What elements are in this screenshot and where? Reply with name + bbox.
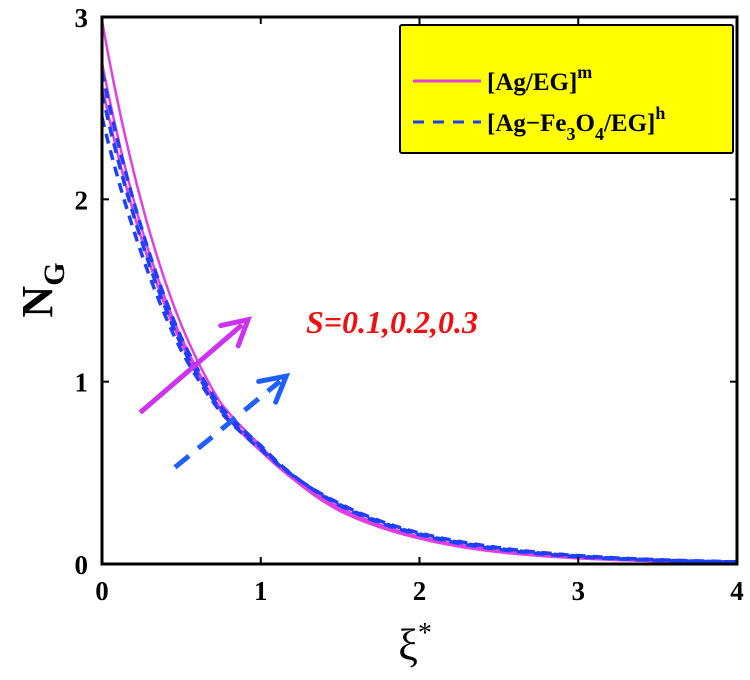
legend: [Ag/EG]m [Ag−Fe3O4/EG]h — [399, 24, 734, 154]
legend-label-ag-eg: [Ag/EG]m — [487, 62, 592, 96]
x-tick-label: 2 — [413, 576, 427, 606]
y-tick-label: 2 — [75, 185, 89, 215]
curve-hybrid-5 — [100, 71, 738, 564]
legend-box — [399, 24, 734, 154]
x-tick-label: 4 — [730, 576, 744, 606]
y-tick-label: 0 — [75, 550, 89, 580]
arrow-head-icon — [256, 372, 291, 405]
parameter-annotation: S=0.1,0.2,0.3 — [306, 304, 478, 340]
y-axis-title: NG — [13, 262, 71, 317]
x-axis-title: ξ* — [398, 618, 432, 670]
arrow-shaft-1 — [173, 379, 282, 470]
plot-curves — [100, 20, 738, 564]
arrow-shaft-0 — [138, 323, 244, 415]
arrow-head-icon — [218, 316, 253, 349]
axis-ticks: 0 1 2 3 4 0 1 2 3 — [75, 3, 744, 606]
parameter-arrows — [138, 316, 291, 470]
y-tick-label: 3 — [75, 3, 89, 33]
x-tick-label: 0 — [95, 576, 109, 606]
svg-text:NG: NG — [13, 262, 71, 317]
legend-label-ag-fe3o4-eg: [Ag−Fe3O4/EG]h — [487, 103, 665, 144]
x-tick-label: 1 — [254, 576, 268, 606]
x-tick-label: 3 — [572, 576, 586, 606]
y-tick-label: 1 — [75, 368, 89, 398]
